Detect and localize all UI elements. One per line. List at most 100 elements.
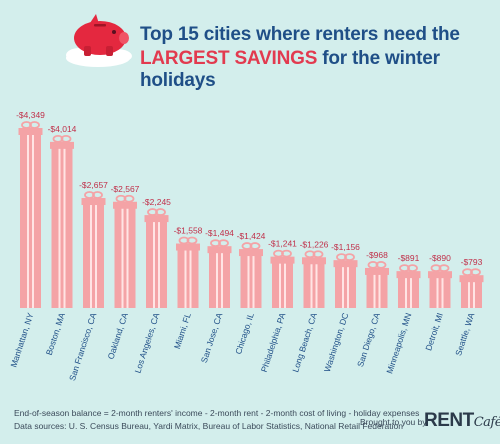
gift-ribbon	[27, 135, 29, 308]
gift-ribbon	[473, 282, 475, 308]
gift-lid	[239, 249, 263, 257]
category-label: Oakland, CA	[105, 311, 130, 360]
chart-title-rest: for the winter holidays	[140, 48, 440, 91]
gift-bow	[60, 134, 72, 143]
gift-lid	[459, 275, 484, 283]
value-label: -$1,558	[174, 226, 203, 236]
gift-box	[83, 204, 104, 308]
gift-bow	[375, 261, 387, 269]
gift-box	[240, 255, 262, 308]
gift-bow	[462, 268, 473, 277]
value-label: -$1,494	[205, 228, 234, 238]
gift-bow	[210, 239, 221, 248]
category-label: San Diego, CA	[355, 311, 382, 368]
gift-lid	[50, 141, 74, 149]
chart-bars	[18, 121, 484, 308]
bar-9	[302, 250, 326, 308]
gift-bow	[367, 261, 379, 269]
bar-14	[459, 268, 484, 308]
bar-7	[239, 242, 263, 308]
gift-ribbon	[252, 256, 255, 308]
value-label: -$4,349	[16, 110, 45, 120]
bar-4	[144, 208, 169, 308]
value-label: -$1,424	[237, 231, 266, 241]
bar-5	[176, 236, 200, 308]
bar-11	[365, 261, 389, 308]
gift-ribbon	[184, 250, 187, 308]
value-label: -$793	[461, 257, 483, 267]
gift-lid	[81, 198, 106, 206]
gift-lid	[428, 271, 452, 279]
category-label: San Jose, CA	[199, 311, 225, 364]
gift-ribbon	[284, 263, 286, 308]
gift-box	[146, 221, 167, 308]
gift-box	[398, 277, 419, 308]
bar-8	[270, 249, 295, 308]
gift-bow	[155, 208, 166, 216]
category-label: Minneapolis, MN	[384, 312, 413, 375]
category-labels: Manhattan, NY Boston, MA San Francisco, CA…	[8, 311, 476, 382]
gift-ribbon	[436, 278, 439, 308]
category-label: Washington, DC	[322, 312, 351, 374]
footer-sources: Data sources: U. S. Census Bureau, Yardi…	[14, 421, 403, 431]
gift-box	[303, 263, 325, 308]
gift-box	[366, 273, 388, 308]
rentcafe-logo[interactable]: RENTCafé	[424, 410, 500, 432]
gift-bow	[92, 191, 103, 199]
category-label: Manhattan, NY	[8, 311, 35, 368]
gift-box	[114, 207, 136, 308]
value-label: -$1,241	[268, 239, 297, 249]
gift-bow	[178, 236, 190, 245]
gift-ribbon	[32, 135, 34, 308]
chart-title-line2: LARGEST SAVINGS for the winter holidays	[140, 48, 500, 92]
bar-10	[333, 253, 358, 308]
gift-lid	[144, 215, 169, 223]
gift-bow	[336, 253, 347, 262]
gift-box	[177, 249, 199, 308]
gift-ribbon	[95, 205, 97, 308]
gift-ribbon	[126, 208, 129, 308]
bar-13	[428, 264, 452, 308]
value-label: -$1,226	[300, 239, 329, 249]
gift-bow	[344, 253, 355, 262]
value-label: -$891	[398, 253, 420, 263]
gift-bow	[21, 121, 32, 129]
gift-bow	[430, 264, 442, 273]
gift-bow	[304, 250, 316, 259]
gift-box	[51, 147, 73, 308]
header: Top 15 cities where renters need the LAR…	[0, 0, 500, 92]
bar-12	[396, 264, 421, 308]
gift-ribbon	[189, 250, 192, 308]
gift-bow	[186, 236, 198, 245]
gift-bow	[281, 249, 292, 258]
value-label: -$968	[366, 250, 388, 260]
gift-lid	[396, 271, 421, 279]
gift-lid	[207, 246, 232, 254]
gift-ribbon	[153, 222, 155, 308]
chart-title-line1: Top 15 cities where renters need the	[140, 24, 460, 45]
gift-ribbon	[342, 267, 344, 308]
bar-chart: -$4,349-$4,014 -$2,657 -$2,567-$2,245 -$1,5…	[8, 110, 484, 382]
gift-bow	[29, 121, 40, 129]
category-label: Boston, MA	[44, 311, 67, 356]
gift-ribbon	[121, 208, 124, 308]
gift-bow	[249, 242, 261, 250]
gift-ribbon	[247, 256, 250, 308]
brought-by-text: Brought to you by	[360, 417, 427, 427]
gift-lid	[365, 267, 389, 275]
gift-ribbon	[63, 148, 66, 308]
value-label: -$4,014	[48, 124, 77, 134]
category-label: Los Angeles, CA	[132, 311, 161, 374]
logo-cafe: Café	[473, 415, 500, 430]
gift-ribbon	[347, 267, 349, 308]
bar-1	[50, 134, 74, 308]
gift-bow	[84, 191, 95, 199]
gift-lid	[302, 257, 326, 265]
gift-bow	[407, 264, 418, 273]
value-label: -$890	[429, 253, 451, 263]
gift-ribbon	[221, 253, 223, 308]
gift-ribbon	[216, 253, 218, 308]
bar-0	[18, 121, 43, 308]
footer-formula: End-of-season balance = 2-month renters'…	[14, 408, 420, 418]
chart-title-highlight: LARGEST SAVINGS	[140, 48, 318, 69]
